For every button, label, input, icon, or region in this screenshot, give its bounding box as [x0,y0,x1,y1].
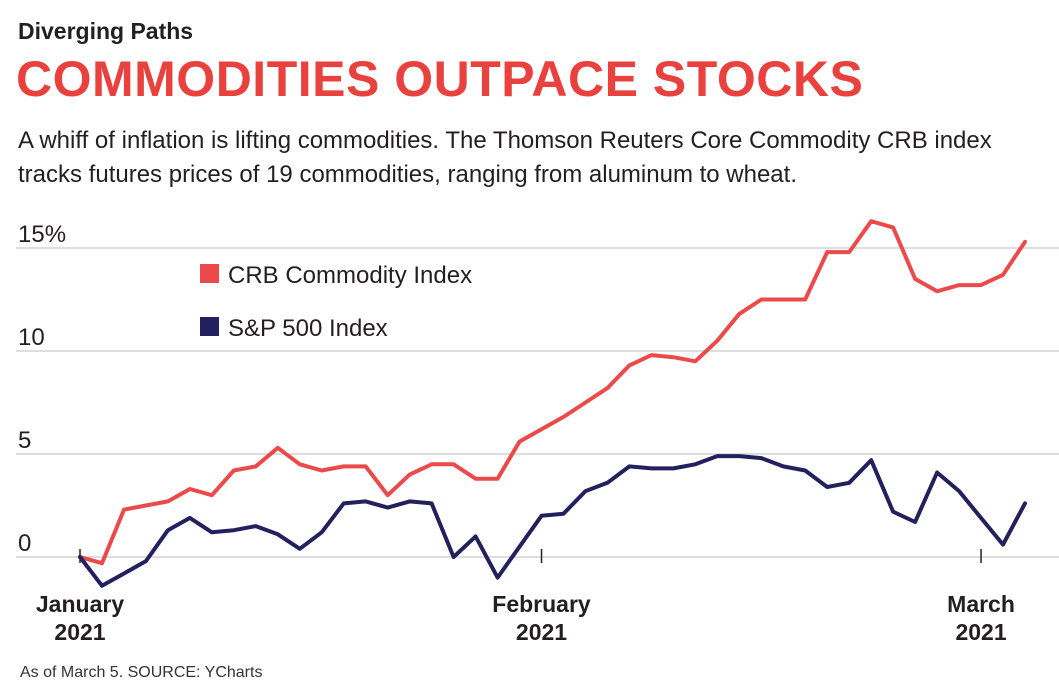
legend-label-sp500: S&P 500 Index [228,315,388,342]
x-tick-year: 2021 [54,619,105,645]
y-tick-label: 15% [18,221,66,248]
y-tick-label: 10 [18,324,45,351]
gridlines [16,247,1059,558]
legend-swatch-crb [200,264,219,283]
crb-index-line [78,219,1027,566]
legend: CRB Commodity Index S&P 500 Index [200,262,472,342]
kicker: Diverging Paths [18,18,194,44]
x-tick-year: 2021 [955,619,1006,645]
y-axis-ticks: 0 5 10 15% [18,221,66,557]
y-tick-label: 5 [18,427,31,454]
x-tick-month: March [947,591,1015,617]
y-tick-label: 0 [18,530,31,557]
x-tick-month: January [36,591,124,617]
headline: COMMODITIES OUTPACE STOCKS [16,51,864,107]
source-note: As of March 5. SOURCE: YCharts [20,664,263,681]
legend-swatch-sp500 [200,317,219,336]
dek: A whiff of inflation is lifting commodit… [18,127,992,188]
legend-label-crb: CRB Commodity Index [228,262,472,289]
x-tick-year: 2021 [516,619,567,645]
sp500-index-line [78,454,1027,588]
series-lines [78,219,1027,588]
x-tick-month: February [492,591,591,617]
